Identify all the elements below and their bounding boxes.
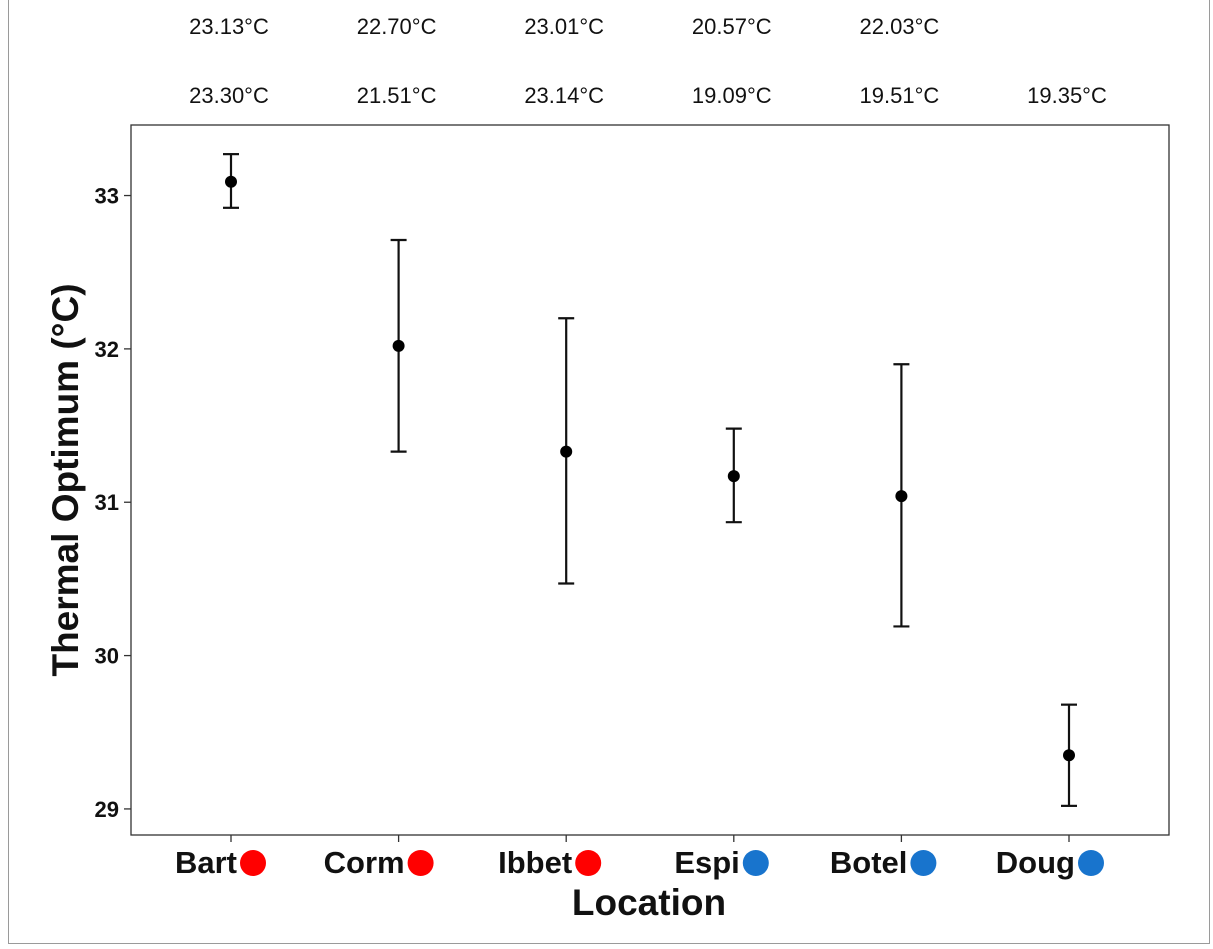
top-temp-label-row2: 19.09°C (692, 83, 772, 108)
error-bar-doug (1061, 703, 1077, 807)
y-axis-title: Thermal Optimum (°C) (45, 283, 86, 676)
y-tick-label: 29 (95, 797, 119, 822)
top-temp-label-row1: 23.01°C (524, 14, 604, 39)
plot-panel (130, 124, 1170, 836)
x-category-label: Doug (996, 845, 1075, 880)
top-temp-label-row1: 22.03°C (860, 14, 940, 39)
y-tick-label: 33 (95, 184, 119, 209)
error-bar-bart (223, 153, 239, 209)
top-temperature-labels: 23.13°C 22.70°C 23.01°C 20.57°C 22.03°C 23.30… (189, 14, 1107, 108)
x-category-label: Bart (175, 845, 237, 880)
y-axis: 29 30 31 32 33 (95, 184, 131, 822)
data-point-corm (392, 339, 405, 352)
x-category-label: Botel (830, 845, 908, 880)
x-axis-title: Location (572, 882, 726, 923)
data-point-ibbet (560, 445, 573, 458)
region-dot-marker (910, 850, 937, 876)
data-point-bart (225, 175, 237, 188)
data-point-doug (1063, 749, 1075, 762)
region-dot-marker (407, 850, 434, 876)
top-temp-label-row2: 21.51°C (357, 83, 437, 108)
region-dot-marker (240, 850, 266, 876)
y-tick-label: 30 (95, 644, 119, 669)
error-bar-ibbet (558, 317, 575, 585)
top-temp-label-row2: 23.30°C (189, 83, 269, 108)
x-category-label: Corm (324, 845, 405, 880)
top-temp-label-row2: 19.35°C (1027, 83, 1107, 108)
error-bar-botel (893, 363, 910, 628)
region-dot-marker (742, 850, 769, 876)
top-temp-label-row2: 19.51°C (860, 83, 940, 108)
data-point-espi (727, 470, 740, 483)
region-dot-marker (1078, 850, 1104, 876)
top-temp-label-row1: 20.57°C (692, 14, 772, 39)
data-marks (223, 153, 1077, 807)
top-temp-label-row1: 22.70°C (357, 14, 437, 39)
y-tick-label: 32 (95, 337, 119, 362)
y-tick-label: 31 (95, 490, 119, 515)
x-axis: Bart Corm Ibbet Espi Botel Doug (175, 835, 1104, 880)
error-bar-espi (725, 427, 742, 524)
error-bar-corm (390, 238, 407, 453)
region-dot-marker (575, 850, 602, 876)
data-point-botel (895, 490, 908, 503)
x-category-label: Ibbet (498, 845, 572, 880)
x-category-label: Espi (674, 845, 739, 880)
top-temp-label-row1: 23.13°C (189, 14, 269, 39)
top-temp-label-row2: 23.14°C (524, 83, 604, 108)
